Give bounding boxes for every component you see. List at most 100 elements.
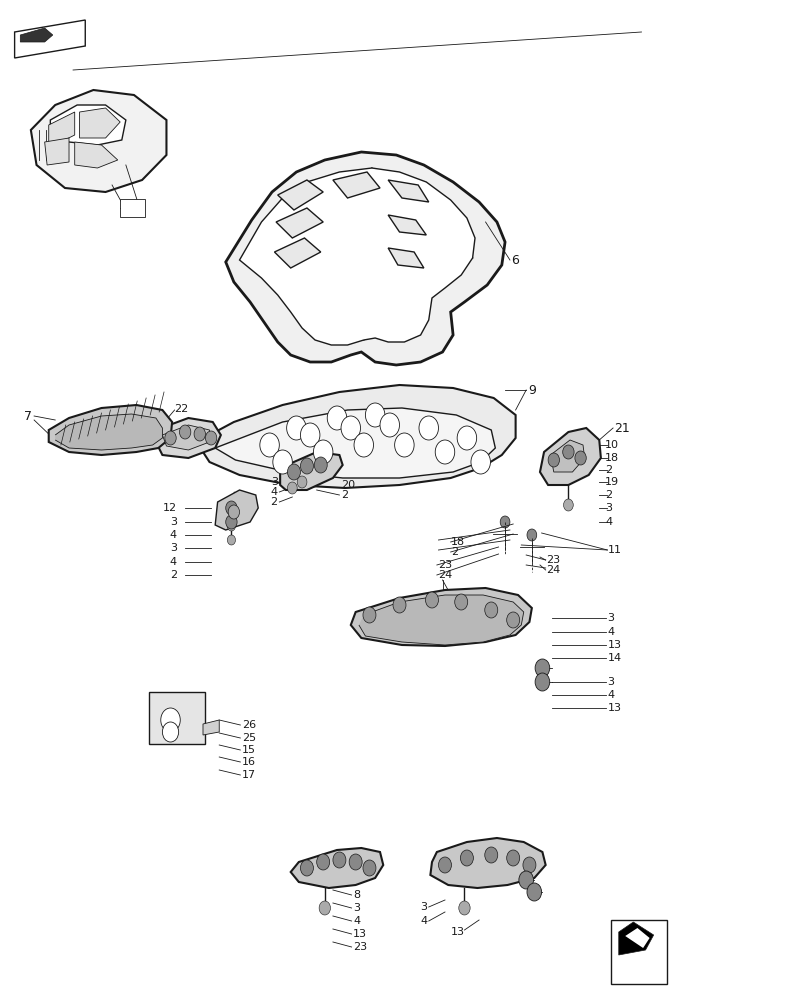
Circle shape bbox=[454, 594, 467, 610]
Polygon shape bbox=[624, 928, 649, 948]
Text: 4: 4 bbox=[604, 517, 611, 527]
Circle shape bbox=[484, 847, 497, 863]
Circle shape bbox=[518, 871, 533, 889]
Circle shape bbox=[522, 857, 535, 873]
Circle shape bbox=[562, 445, 573, 459]
Circle shape bbox=[272, 450, 292, 474]
Circle shape bbox=[297, 476, 307, 488]
Polygon shape bbox=[203, 720, 219, 735]
Circle shape bbox=[205, 431, 217, 445]
Circle shape bbox=[287, 464, 300, 480]
Polygon shape bbox=[388, 180, 428, 202]
Text: 13: 13 bbox=[607, 703, 620, 713]
Text: 13: 13 bbox=[607, 640, 620, 650]
Polygon shape bbox=[196, 385, 515, 488]
Text: 25: 25 bbox=[242, 733, 255, 743]
Polygon shape bbox=[215, 408, 495, 478]
Circle shape bbox=[194, 427, 205, 441]
Text: 3: 3 bbox=[607, 613, 614, 623]
Polygon shape bbox=[274, 238, 320, 268]
Circle shape bbox=[457, 426, 476, 450]
Polygon shape bbox=[388, 248, 423, 268]
Text: 8: 8 bbox=[353, 890, 360, 900]
Text: 3: 3 bbox=[169, 543, 177, 553]
Polygon shape bbox=[539, 428, 600, 485]
Circle shape bbox=[418, 416, 438, 440]
Text: 23: 23 bbox=[438, 560, 452, 570]
Polygon shape bbox=[20, 28, 53, 42]
Circle shape bbox=[574, 451, 586, 465]
Text: 24: 24 bbox=[438, 570, 453, 580]
Text: 19: 19 bbox=[604, 477, 618, 487]
Polygon shape bbox=[277, 180, 323, 210]
Polygon shape bbox=[75, 142, 118, 168]
Text: 18: 18 bbox=[450, 537, 464, 547]
Circle shape bbox=[225, 501, 237, 515]
Circle shape bbox=[161, 708, 180, 732]
Text: 1: 1 bbox=[128, 202, 136, 215]
Circle shape bbox=[341, 416, 360, 440]
Circle shape bbox=[260, 433, 279, 457]
Text: 13: 13 bbox=[450, 927, 464, 937]
Text: 2: 2 bbox=[450, 547, 457, 557]
Polygon shape bbox=[550, 440, 584, 472]
Text: 4: 4 bbox=[607, 627, 614, 637]
Circle shape bbox=[165, 431, 176, 445]
Text: 3: 3 bbox=[353, 903, 360, 913]
Polygon shape bbox=[239, 168, 474, 345]
Circle shape bbox=[380, 413, 399, 437]
Text: 9: 9 bbox=[527, 383, 535, 396]
Text: 3: 3 bbox=[419, 902, 427, 912]
Circle shape bbox=[300, 458, 313, 474]
Circle shape bbox=[484, 602, 497, 618]
Polygon shape bbox=[280, 452, 342, 490]
Text: 6: 6 bbox=[511, 253, 519, 266]
Circle shape bbox=[526, 883, 541, 901]
Circle shape bbox=[458, 901, 470, 915]
Text: 23: 23 bbox=[353, 942, 367, 952]
Circle shape bbox=[534, 659, 549, 677]
Circle shape bbox=[327, 406, 346, 430]
Text: 17: 17 bbox=[242, 770, 255, 780]
Text: 3: 3 bbox=[270, 477, 277, 487]
Polygon shape bbox=[45, 138, 69, 165]
Text: 3: 3 bbox=[169, 517, 177, 527]
Polygon shape bbox=[430, 838, 545, 888]
Text: 4: 4 bbox=[353, 916, 360, 926]
Circle shape bbox=[333, 852, 345, 868]
Text: 2: 2 bbox=[270, 497, 277, 507]
Polygon shape bbox=[618, 922, 653, 955]
Text: 23: 23 bbox=[546, 555, 560, 565]
Circle shape bbox=[316, 854, 329, 870]
Polygon shape bbox=[225, 152, 504, 365]
Polygon shape bbox=[290, 848, 383, 888]
Circle shape bbox=[287, 482, 297, 494]
Circle shape bbox=[526, 529, 536, 541]
Circle shape bbox=[179, 425, 191, 439]
Circle shape bbox=[225, 515, 237, 529]
FancyBboxPatch shape bbox=[611, 920, 667, 984]
Circle shape bbox=[300, 423, 320, 447]
FancyBboxPatch shape bbox=[120, 199, 144, 217]
Text: 13: 13 bbox=[353, 929, 367, 939]
Polygon shape bbox=[276, 208, 323, 238]
Circle shape bbox=[227, 521, 235, 531]
Text: 14: 14 bbox=[607, 653, 620, 663]
Circle shape bbox=[313, 440, 333, 464]
Circle shape bbox=[425, 592, 438, 608]
Circle shape bbox=[227, 535, 235, 545]
Circle shape bbox=[563, 499, 573, 511]
Text: 10: 10 bbox=[341, 450, 354, 460]
Circle shape bbox=[394, 433, 414, 457]
Circle shape bbox=[500, 516, 509, 528]
Text: 16: 16 bbox=[242, 757, 255, 767]
Text: 20: 20 bbox=[341, 480, 354, 490]
Circle shape bbox=[435, 440, 454, 464]
Circle shape bbox=[349, 854, 362, 870]
FancyBboxPatch shape bbox=[148, 692, 204, 744]
Text: 2: 2 bbox=[169, 570, 177, 580]
Text: 10: 10 bbox=[604, 440, 618, 450]
Polygon shape bbox=[15, 20, 85, 58]
Circle shape bbox=[314, 457, 327, 473]
Text: 4: 4 bbox=[419, 916, 427, 926]
